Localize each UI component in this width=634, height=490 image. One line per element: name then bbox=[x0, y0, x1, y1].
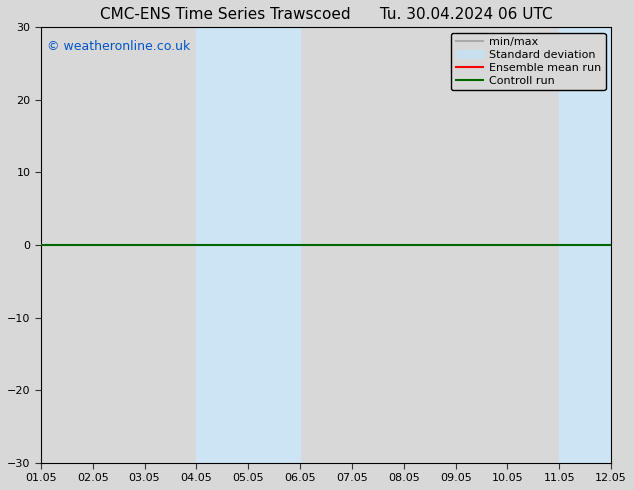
Bar bbox=[559, 27, 634, 463]
Title: CMC-ENS Time Series Trawscoed      Tu. 30.04.2024 06 UTC: CMC-ENS Time Series Trawscoed Tu. 30.04.… bbox=[100, 7, 552, 22]
Text: © weatheronline.co.uk: © weatheronline.co.uk bbox=[46, 40, 190, 53]
Bar bbox=[197, 27, 249, 463]
Bar bbox=[249, 27, 300, 463]
Legend: min/max, Standard deviation, Ensemble mean run, Controll run: min/max, Standard deviation, Ensemble me… bbox=[451, 33, 605, 90]
